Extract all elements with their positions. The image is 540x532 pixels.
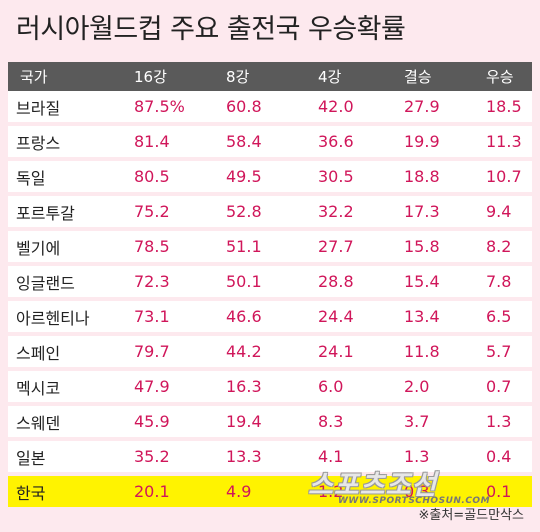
value-cell: 0.4	[472, 441, 532, 476]
value-cell: 6.0	[304, 371, 390, 406]
value-cell: 50.1	[212, 266, 304, 301]
table-row: 벨기에 78.5 51.1 27.7 15.8 8.2	[8, 231, 532, 266]
value-cell: 30.5	[304, 161, 390, 196]
value-cell: 17.3	[390, 196, 472, 231]
probability-table: 국가 16강 8강 4강 결승 우승 브라질 87.5% 60.8 42.0 27.9 1…	[8, 62, 532, 511]
value-cell: 16.3	[212, 371, 304, 406]
value-cell: 46.6	[212, 301, 304, 336]
value-cell: 3.7	[390, 406, 472, 441]
value-cell: 24.1	[304, 336, 390, 371]
column-header: 국가	[8, 62, 120, 91]
table-row: 일본 35.2 13.3 4.1 1.3 0.4	[8, 441, 532, 476]
value-cell: 80.5	[120, 161, 212, 196]
country-cell: 일본	[8, 441, 120, 476]
table-row: 스웨덴 45.9 19.4 8.3 3.7 1.3	[8, 406, 532, 441]
value-cell: 0.3	[390, 476, 472, 511]
value-cell: 72.3	[120, 266, 212, 301]
table-row: 멕시코 47.9 16.3 6.0 2.0 0.7	[8, 371, 532, 406]
value-cell: 11.3	[472, 126, 532, 161]
value-cell: 42.0	[304, 91, 390, 126]
value-cell: 8.2	[472, 231, 532, 266]
value-cell: 1.2	[304, 476, 390, 511]
country-cell: 프랑스	[8, 126, 120, 161]
value-cell: 2.0	[390, 371, 472, 406]
value-cell: 51.1	[212, 231, 304, 266]
value-cell: 0.7	[472, 371, 532, 406]
value-cell: 8.3	[304, 406, 390, 441]
country-cell: 한국	[8, 476, 120, 511]
value-cell: 18.8	[390, 161, 472, 196]
value-cell: 15.4	[390, 266, 472, 301]
value-cell: 49.5	[212, 161, 304, 196]
value-cell: 27.7	[304, 231, 390, 266]
value-cell: 52.8	[212, 196, 304, 231]
table-row: 한국 20.1 4.9 1.2 0.3 0.1	[8, 476, 532, 511]
value-cell: 13.4	[390, 301, 472, 336]
value-cell: 4.9	[212, 476, 304, 511]
value-cell: 35.2	[120, 441, 212, 476]
table-row: 스페인 79.7 44.2 24.1 11.8 5.7	[8, 336, 532, 371]
value-cell: 36.6	[304, 126, 390, 161]
table-body: 브라질 87.5% 60.8 42.0 27.9 18.5 프랑스 81.4 58.4 36.6 1…	[8, 91, 532, 511]
country-cell: 스웨덴	[8, 406, 120, 441]
country-cell: 아르헨티나	[8, 301, 120, 336]
value-cell: 7.8	[472, 266, 532, 301]
column-header: 결승	[390, 62, 472, 91]
country-cell: 독일	[8, 161, 120, 196]
country-cell: 잉글랜드	[8, 266, 120, 301]
table-row: 아르헨티나 73.1 46.6 24.4 13.4 6.5	[8, 301, 532, 336]
column-header: 16강	[120, 62, 212, 91]
value-cell: 87.5%	[120, 91, 212, 126]
value-cell: 81.4	[120, 126, 212, 161]
country-cell: 포르투갈	[8, 196, 120, 231]
value-cell: 24.4	[304, 301, 390, 336]
value-cell: 4.1	[304, 441, 390, 476]
table-header-row: 국가 16강 8강 4강 결승 우승	[8, 62, 532, 91]
value-cell: 78.5	[120, 231, 212, 266]
value-cell: 9.4	[472, 196, 532, 231]
value-cell: 11.8	[390, 336, 472, 371]
value-cell: 15.8	[390, 231, 472, 266]
country-cell: 브라질	[8, 91, 120, 126]
value-cell: 13.3	[212, 441, 304, 476]
country-cell: 스페인	[8, 336, 120, 371]
value-cell: 1.3	[390, 441, 472, 476]
watermark-url: WWW.SPORTSCHOSUN.COM	[338, 496, 491, 506]
value-cell: 79.7	[120, 336, 212, 371]
value-cell: 27.9	[390, 91, 472, 126]
value-cell: 45.9	[120, 406, 212, 441]
value-cell: 18.5	[472, 91, 532, 126]
country-cell: 멕시코	[8, 371, 120, 406]
table-row: 독일 80.5 49.5 30.5 18.8 10.7	[8, 161, 532, 196]
table-row: 잉글랜드 72.3 50.1 28.8 15.4 7.8	[8, 266, 532, 301]
column-header: 8강	[212, 62, 304, 91]
column-header: 우승	[472, 62, 532, 91]
value-cell: 75.2	[120, 196, 212, 231]
value-cell: 60.8	[212, 91, 304, 126]
value-cell: 10.7	[472, 161, 532, 196]
chart-title: 러시아월드컵 주요 출전국 우승확률	[16, 14, 406, 45]
watermark-logo: 스포츠조선	[308, 470, 438, 501]
value-cell: 47.9	[120, 371, 212, 406]
value-cell: 19.9	[390, 126, 472, 161]
source-note: ※출처=골드만삭스	[418, 508, 524, 523]
table-row: 포르투갈 75.2 52.8 32.2 17.3 9.4	[8, 196, 532, 231]
country-cell: 벨기에	[8, 231, 120, 266]
value-cell: 73.1	[120, 301, 212, 336]
column-header: 4강	[304, 62, 390, 91]
table-row: 브라질 87.5% 60.8 42.0 27.9 18.5	[8, 91, 532, 126]
value-cell: 20.1	[120, 476, 212, 511]
value-cell: 6.5	[472, 301, 532, 336]
value-cell: 58.4	[212, 126, 304, 161]
value-cell: 5.7	[472, 336, 532, 371]
value-cell: 19.4	[212, 406, 304, 441]
table-row: 프랑스 81.4 58.4 36.6 19.9 11.3	[8, 126, 532, 161]
value-cell: 32.2	[304, 196, 390, 231]
value-cell: 0.1	[472, 476, 532, 511]
value-cell: 28.8	[304, 266, 390, 301]
value-cell: 44.2	[212, 336, 304, 371]
value-cell: 1.3	[472, 406, 532, 441]
